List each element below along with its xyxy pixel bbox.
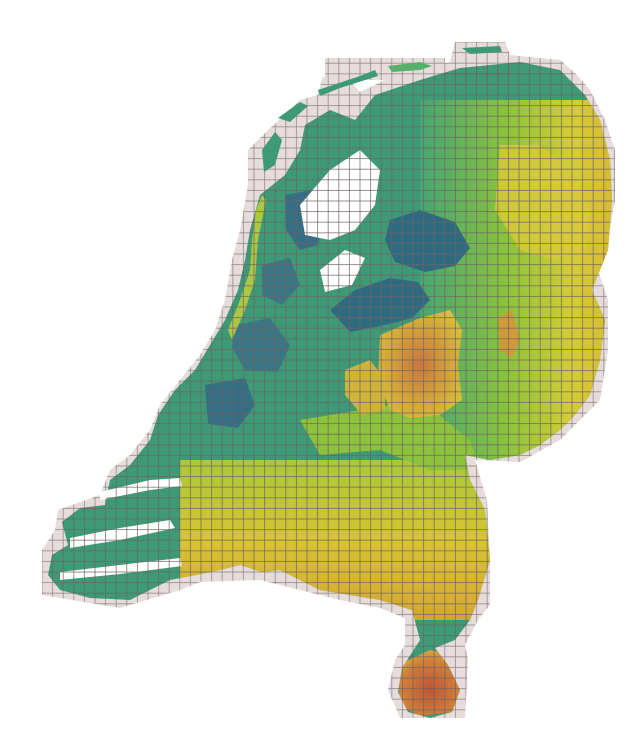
tile-halo-wadden — [325, 58, 445, 80]
island-vlieland — [278, 102, 308, 122]
island-schiermonnikoog — [462, 46, 502, 54]
island-terschelling — [318, 70, 378, 96]
island-ameland — [388, 62, 432, 72]
wadden-islands — [262, 46, 502, 172]
island-texel — [262, 132, 282, 172]
